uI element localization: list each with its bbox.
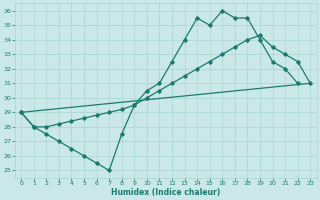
- X-axis label: Humidex (Indice chaleur): Humidex (Indice chaleur): [111, 188, 220, 197]
